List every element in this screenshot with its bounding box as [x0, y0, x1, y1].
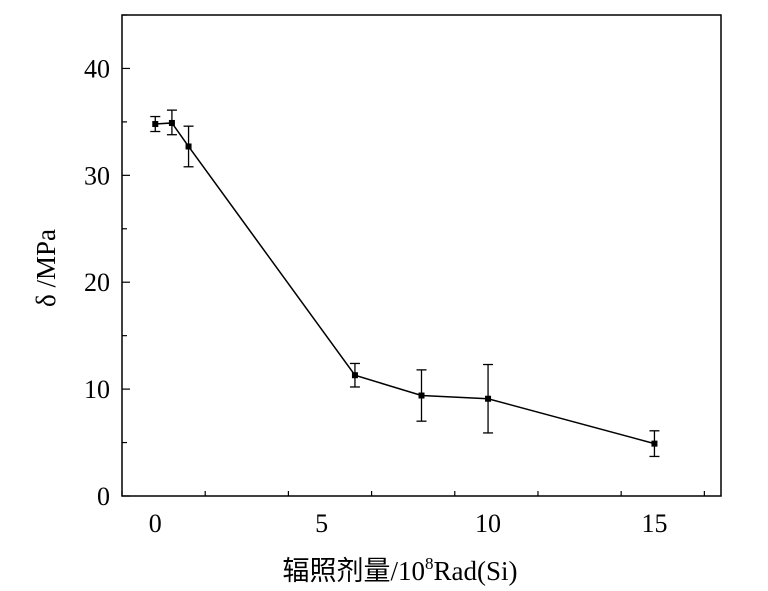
x-tick-label: 15: [641, 509, 667, 538]
data-point: [418, 392, 425, 399]
data-point: [651, 440, 658, 447]
plot-frame: [121, 14, 722, 497]
data-point: [152, 121, 159, 128]
x-axis-title: 辐照剂量/108Rad(Si): [282, 554, 517, 586]
y-tick-label: 30: [84, 161, 110, 190]
plot-area-border: [121, 14, 722, 497]
x-axis-title-main: 辐照剂量/10: [282, 556, 425, 586]
data-point: [168, 119, 175, 126]
y-tick-label: 0: [97, 482, 110, 511]
x-axis-title-superscript: 8: [425, 554, 434, 573]
x-tick-label: 0: [149, 509, 162, 538]
y-tick-label: 20: [84, 268, 110, 297]
data-series: [150, 109, 660, 458]
series-line: [155, 122, 655, 445]
x-tick-label: 5: [315, 509, 328, 538]
data-point: [185, 143, 192, 150]
y-tick-label: 40: [84, 54, 110, 83]
data-point: [351, 372, 358, 379]
x-tick-label: 10: [475, 509, 501, 538]
y-ticks: 0 10 20 30 40: [84, 14, 130, 511]
x-axis-title-tail: Rad(Si): [434, 556, 518, 586]
x-ticks: 0 5 10 15: [121, 491, 705, 538]
y-axis-title: δ /MPa: [31, 229, 61, 307]
data-point: [485, 395, 492, 402]
y-tick-label: 10: [84, 375, 110, 404]
